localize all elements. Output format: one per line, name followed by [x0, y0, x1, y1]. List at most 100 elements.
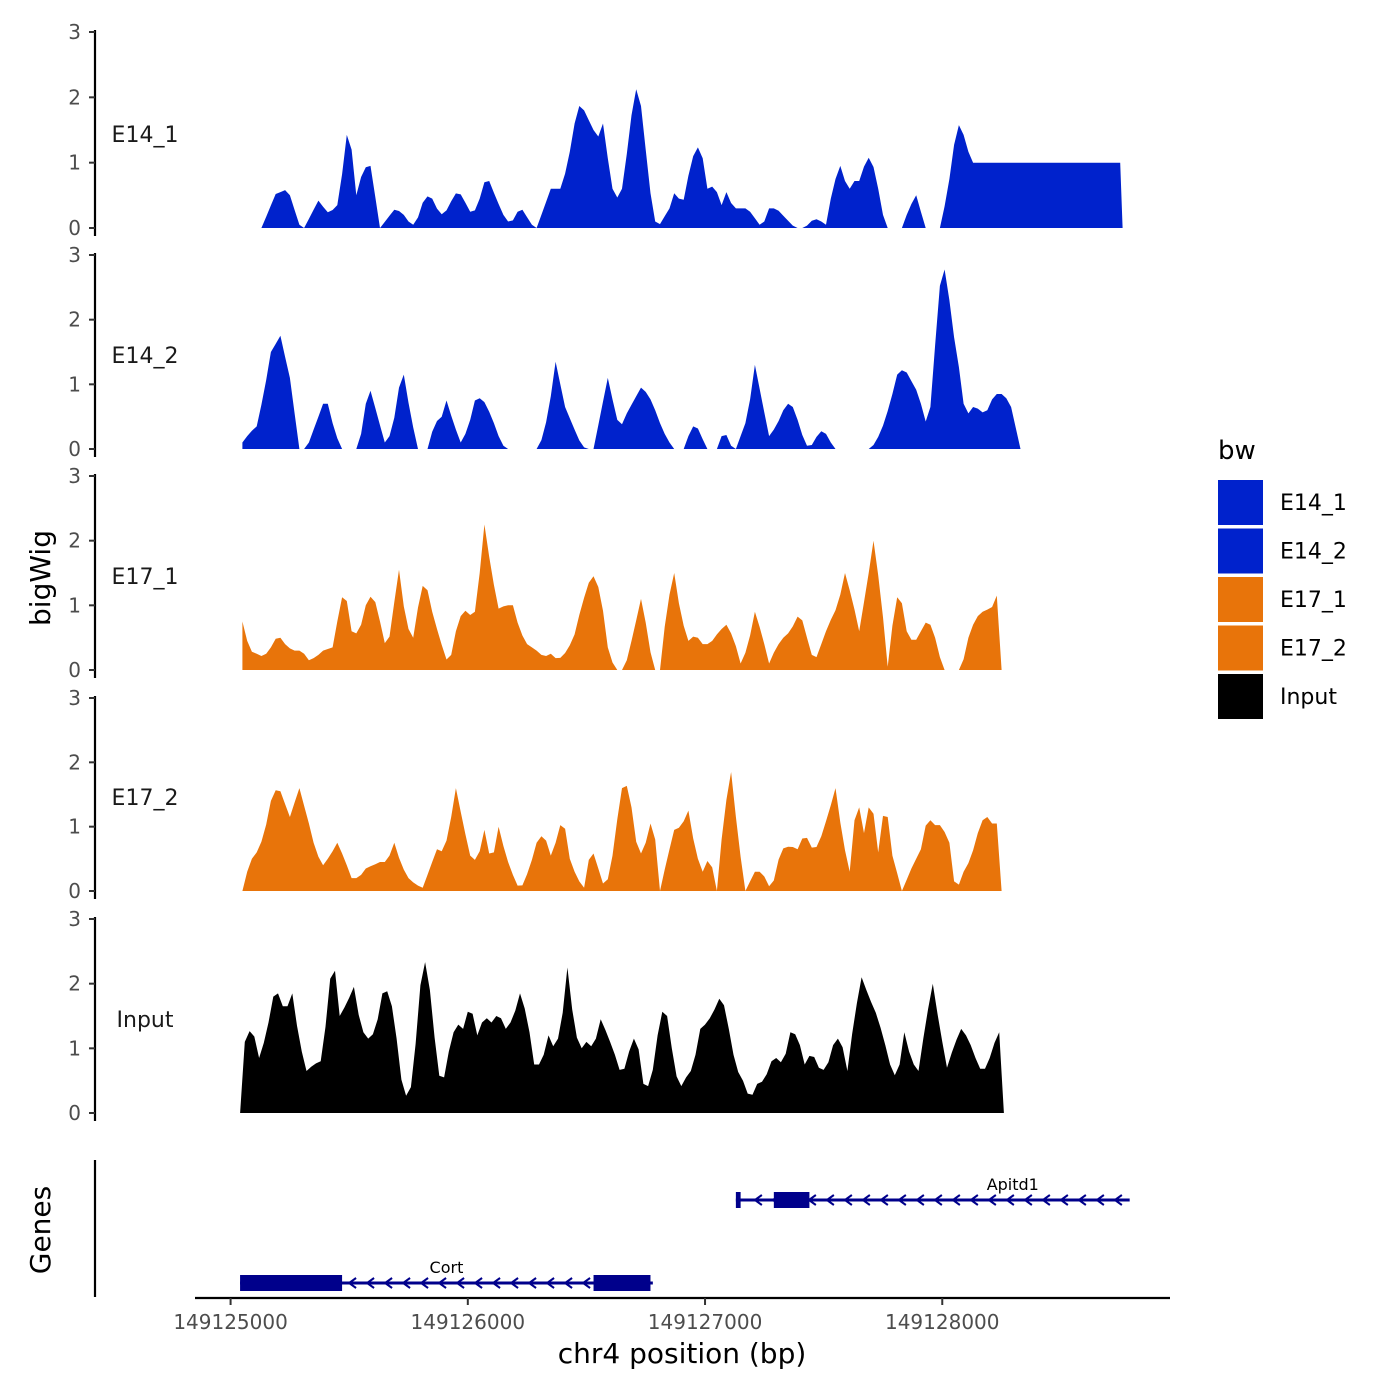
y-tick-label: 0: [68, 658, 81, 682]
x-axis-title: chr4 position (bp): [558, 1337, 807, 1370]
panel-label-E17_1: E17_1: [112, 565, 179, 590]
x-tick-label: 149128000: [885, 1310, 1000, 1334]
strand-arrow: [383, 1277, 393, 1289]
track-E14_2: 0 1 2 3 E14_2: [68, 243, 1123, 461]
legend-items: E14_1 E14_2 E17_1 E17_2 Input: [1218, 480, 1347, 719]
x-tick-label: 149126000: [411, 1310, 526, 1334]
strand-arrow: [825, 1194, 835, 1206]
legend-label: E17_2: [1280, 637, 1347, 662]
panel-label-E14_2: E14_2: [112, 344, 179, 369]
legend-label: E14_2: [1280, 540, 1347, 565]
gene-Cort: Cort: [240, 1258, 653, 1291]
strand-arrow: [347, 1277, 357, 1289]
strand-arrow: [401, 1277, 411, 1289]
gene-exon: [773, 1192, 810, 1208]
coverage-area-E14_2: [242, 269, 1123, 449]
y-tick-label: 1: [68, 815, 81, 839]
track-E17_2: 0 1 2 3 E17_2: [68, 686, 1123, 903]
gene-label-Apitd1: Apitd1: [987, 1175, 1039, 1194]
y-tick-label: 1: [68, 372, 81, 396]
legend-title: bw: [1218, 436, 1256, 466]
strand-arrow: [563, 1277, 573, 1289]
panel-label-Input: Input: [117, 1008, 174, 1033]
legend-swatch: [1218, 577, 1263, 622]
gene-exon: [240, 1275, 343, 1291]
y-tick-label: 0: [68, 216, 81, 240]
y-tick-label: 2: [68, 529, 81, 553]
strand-arrow: [527, 1277, 537, 1289]
coverage-area-E17_1: [242, 524, 1128, 670]
strand-arrow: [437, 1277, 447, 1289]
y-tick-label: 2: [68, 750, 81, 774]
strand-arrow: [545, 1277, 555, 1289]
strand-arrow: [473, 1277, 483, 1289]
genes-panel-title: Genes: [24, 1186, 57, 1274]
strand-arrow: [365, 1277, 375, 1289]
strand-arrow: [879, 1194, 889, 1206]
y-tick-label: 3: [68, 20, 81, 44]
y-tick-label: 0: [68, 437, 81, 461]
track-E17_1: 0 1 2 3 E17_1: [68, 464, 1128, 682]
track-panels: 0 1 2 3 E14_1 0 1 2 3 E14_2 0 1 2 3 E17_1 0 1 2 3 E17_2 0 1 2 3…: [68, 20, 1128, 1125]
legend-swatch: [1218, 528, 1263, 574]
track-Input: 0 1 2 3 Input: [68, 907, 1128, 1125]
strand-arrow: [1113, 1194, 1123, 1206]
strand-arrow: [1095, 1194, 1105, 1206]
legend: bw E14_1 E14_2 E17_1 E17_2 Input: [1218, 436, 1347, 719]
legend-swatch: [1218, 674, 1263, 719]
strand-arrow: [987, 1194, 997, 1206]
strand-arrow: [843, 1194, 853, 1206]
y-tick-label: 2: [68, 85, 81, 109]
y-tick-label: 1: [68, 593, 81, 617]
strand-arrow: [861, 1194, 871, 1206]
strand-arrow: [1023, 1194, 1033, 1206]
y-tick-label: 1: [68, 1036, 81, 1060]
x-tick-label: 149125000: [173, 1310, 288, 1334]
legend-item-E17_1: E17_1: [1218, 577, 1347, 622]
panel-label-E17_2: E17_2: [112, 786, 179, 811]
gene-exon: [593, 1275, 651, 1291]
strand-arrow: [491, 1277, 501, 1289]
strand-arrow: [455, 1277, 465, 1289]
y-tick-label: 3: [68, 243, 81, 267]
y-tick-label: 3: [68, 907, 81, 931]
strand-arrow: [509, 1277, 519, 1289]
legend-swatch: [1218, 480, 1263, 525]
y-tick-label: 0: [68, 879, 81, 903]
coverage-area-E14_1: [261, 89, 1123, 228]
panel-label-E14_1: E14_1: [112, 123, 179, 148]
coverage-area-E17_2: [242, 772, 1123, 891]
legend-item-E14_2: E14_2: [1218, 528, 1347, 574]
coverage-area-Input: [240, 962, 1128, 1113]
x-axis: 149125000 149126000 149127000 149128000: [173, 1296, 1170, 1334]
strand-arrow: [1059, 1194, 1069, 1206]
legend-label: E17_1: [1280, 588, 1347, 613]
gene-track: Apitd1 Cort: [93, 1160, 1130, 1297]
strand-arrow: [897, 1194, 907, 1206]
strand-arrow: [969, 1194, 979, 1206]
strand-arrow: [581, 1277, 591, 1289]
track-E14_1: 0 1 2 3 E14_1: [68, 20, 1123, 240]
strand-arrow: [419, 1277, 429, 1289]
strand-arrow: [933, 1194, 943, 1206]
gene-Apitd1: Apitd1: [735, 1175, 1130, 1208]
legend-item-E17_2: E17_2: [1218, 625, 1347, 671]
strand-arrow: [1041, 1194, 1051, 1206]
y-tick-label: 2: [68, 308, 81, 332]
y-tick-label: 0: [68, 1101, 81, 1125]
legend-swatch: [1218, 625, 1263, 671]
y-tick-label: 2: [68, 972, 81, 996]
legend-item-Input: Input: [1218, 674, 1337, 719]
gene-exon: [735, 1192, 741, 1208]
x-tick-label: 149127000: [648, 1310, 763, 1334]
legend-label: Input: [1280, 685, 1337, 710]
y-tick-label: 1: [68, 151, 81, 175]
gene-label-Cort: Cort: [430, 1258, 464, 1277]
y-axis-title: bigWig: [24, 530, 57, 626]
y-tick-label: 3: [68, 464, 81, 488]
strand-arrow: [753, 1194, 763, 1206]
strand-arrow: [1005, 1194, 1015, 1206]
y-tick-label: 3: [68, 686, 81, 710]
legend-item-E14_1: E14_1: [1218, 480, 1347, 525]
